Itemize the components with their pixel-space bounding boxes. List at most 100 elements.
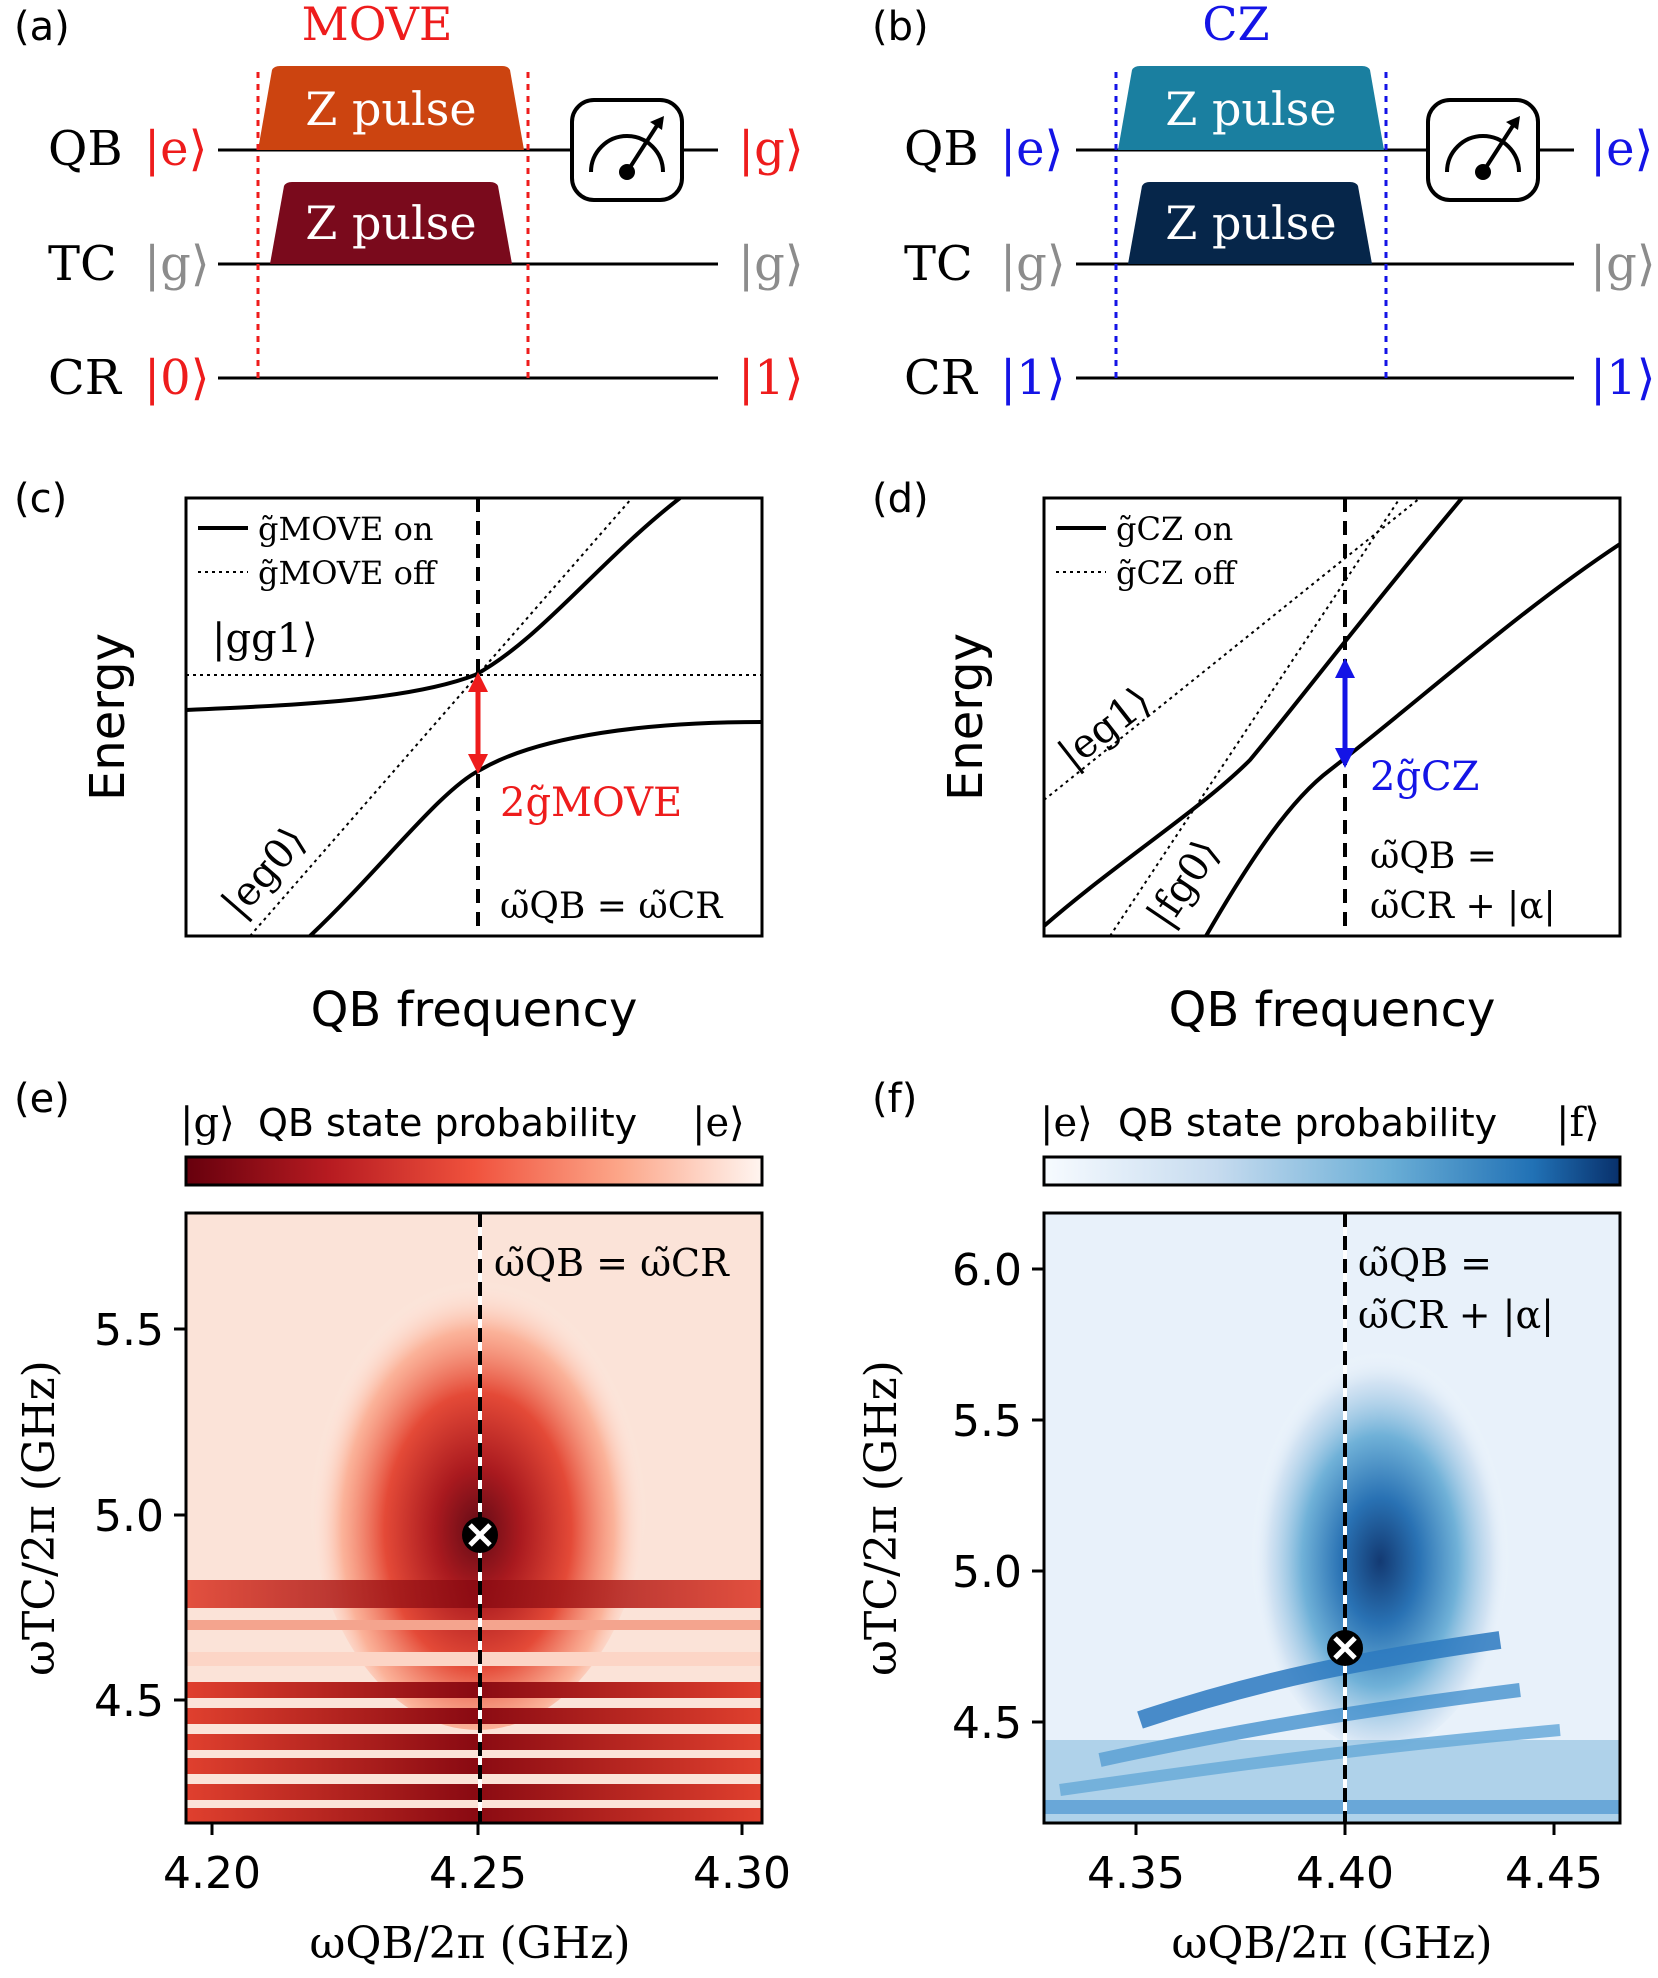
panel-e: (e) |g⟩ QB state probability |e⟩ (14, 1076, 791, 1969)
y-tick-label: 5.5 (94, 1305, 164, 1356)
panel-d-letter: (d) (872, 476, 929, 522)
x-tick-label: 4.45 (1505, 1848, 1603, 1899)
legend-on-label: g̃CZ on (1116, 510, 1233, 548)
upper-branch (1044, 498, 1464, 928)
plot-frame (1042, 496, 1622, 938)
colorbar-right-label: |f⟩ (1556, 1100, 1600, 1146)
panel-a-letter: (a) (14, 4, 70, 50)
panel-a-title: MOVE (302, 0, 453, 51)
y-tick-label: 4.5 (94, 1676, 164, 1727)
condition-line-1: ω̃QB = (1370, 836, 1497, 877)
oscillation-bands (186, 1580, 762, 1822)
cr-input-state: |0⟩ (144, 350, 209, 406)
y-axis-label: ωTC/2π (GHz) (856, 1360, 907, 1676)
heatmap (1044, 1213, 1620, 1823)
cr-label: CR (48, 350, 123, 406)
max-transfer-marker (1327, 1630, 1363, 1666)
tc-label: TC (48, 236, 117, 292)
y-axis-label: ωTC/2π (GHz) (14, 1360, 65, 1676)
max-transfer-marker (462, 1517, 498, 1553)
measurement-icon (570, 98, 684, 202)
condition-line-2: ω̃CR + |α| (1358, 1293, 1554, 1337)
tc-pulse-label: Z pulse (305, 196, 476, 250)
colorbar (184, 1155, 764, 1187)
tc-input-state: |g⟩ (144, 236, 210, 292)
x-ticks: 4.20 4.25 4.30 (163, 1823, 791, 1899)
colorbar-left-label: |g⟩ (180, 1100, 235, 1146)
plot-frame (184, 496, 764, 938)
qb-input-state: |e⟩ (144, 121, 207, 177)
colorbar-title: QB state probability (1118, 1101, 1497, 1145)
qb-input-state: |e⟩ (1000, 121, 1063, 177)
panel-f: (f) |e⟩ QB state probability |f⟩ ω̃QB = … (856, 1076, 1622, 1969)
x-ticks: 4.35 4.40 4.45 (1087, 1823, 1603, 1899)
tc-label: TC (904, 236, 973, 292)
plot-frame (1042, 1211, 1622, 1825)
heatmap (186, 1213, 762, 1823)
colorbar-title: QB state probability (258, 1101, 637, 1145)
eg0-state-label: |eg0⟩ (213, 818, 316, 927)
resonance-condition: ω̃QB = ω̃CR (494, 1241, 730, 1285)
x-axis-label: ωQB/2π (GHz) (1171, 1918, 1492, 1969)
tc-input-state: |g⟩ (1000, 236, 1066, 292)
eg1-uncoupled-level (1044, 498, 1421, 801)
tc-output-state: |g⟩ (1590, 236, 1656, 292)
plot-frame (184, 1211, 764, 1825)
qb-output-state: |e⟩ (1590, 121, 1653, 177)
tc-z-pulse (270, 182, 512, 264)
panel-d: (d) g̃CZ on g̃CZ off |eg1⟩ |fg0⟩ 2g̃CZ ω… (872, 476, 1622, 1038)
measurement-icon (1426, 98, 1540, 202)
eg0-uncoupled-level (249, 498, 633, 936)
panel-b-title: CZ (1202, 0, 1269, 51)
tc-z-pulse (1128, 182, 1372, 264)
y-tick-label: 4.5 (952, 1698, 1022, 1749)
y-ticks: 4.5 5.0 5.5 (94, 1305, 186, 1727)
x-tick-label: 4.25 (429, 1848, 527, 1899)
legend-off-label: g̃CZ off (1116, 554, 1238, 592)
y-tick-label: 5.0 (94, 1491, 164, 1542)
x-axis-label: ωQB/2π (GHz) (309, 1918, 630, 1969)
cr-input-state: |1⟩ (1000, 350, 1065, 406)
x-tick-label: 4.40 (1296, 1848, 1394, 1899)
qb-pulse-label: Z pulse (1165, 82, 1336, 136)
panel-c-letter: (c) (14, 476, 67, 522)
legend-off-label: g̃MOVE off (258, 554, 438, 592)
colorbar-left-label: |e⟩ (1040, 1100, 1093, 1146)
panel-b: (b) CZ Z pulse Z pulse QB |e⟩ |e⟩ TC |g⟩… (872, 0, 1656, 406)
y-axis-label: Energy (80, 633, 136, 801)
qb-z-pulse (1118, 66, 1384, 150)
legend-on-label: g̃MOVE on (258, 510, 433, 548)
cr-output-state: |1⟩ (738, 350, 803, 406)
x-tick-label: 4.20 (163, 1848, 261, 1899)
x-tick-label: 4.35 (1087, 1848, 1185, 1899)
gg1-state-label: |gg1⟩ (212, 616, 318, 662)
gap-label: 2g̃CZ (1370, 754, 1479, 800)
qb-z-pulse (258, 66, 524, 150)
eg1-state-label: |eg1⟩ (1050, 678, 1160, 778)
y-tick-label: 6.0 (952, 1245, 1022, 1296)
y-axis-label: Energy (938, 633, 994, 801)
condition-line-2: ω̃CR + |α| (1370, 886, 1556, 927)
y-tick-label: 5.5 (952, 1396, 1022, 1447)
x-axis-label: QB frequency (311, 982, 638, 1038)
x-tick-label: 4.30 (693, 1848, 791, 1899)
panel-f-letter: (f) (872, 1076, 917, 1122)
cr-label: CR (904, 350, 979, 406)
panel-b-letter: (b) (872, 4, 929, 50)
qb-label: QB (904, 121, 979, 177)
cr-output-state: |1⟩ (1590, 350, 1655, 406)
gap-label: 2g̃MOVE (500, 780, 682, 826)
colorbar (1042, 1155, 1622, 1187)
condition-line-1: ω̃QB = (1358, 1241, 1492, 1285)
qb-output-state: |g⟩ (738, 121, 804, 177)
panel-a: (a) MOVE Z pulse Z pulse QB |e⟩ |g⟩ TC |… (14, 0, 804, 406)
panel-c: (c) g̃MOVE on g̃MOVE off |gg1⟩ |eg0⟩ 2g̃… (14, 476, 764, 1038)
qb-label: QB (48, 121, 123, 177)
y-ticks: 4.5 5.0 5.5 6.0 (952, 1245, 1044, 1749)
colorbar-right-label: |e⟩ (692, 1100, 745, 1146)
resonance-condition: ω̃QB = ω̃CR (500, 886, 723, 927)
qb-pulse-label: Z pulse (305, 82, 476, 136)
x-axis-label: QB frequency (1169, 982, 1496, 1038)
panel-e-letter: (e) (14, 1076, 70, 1122)
